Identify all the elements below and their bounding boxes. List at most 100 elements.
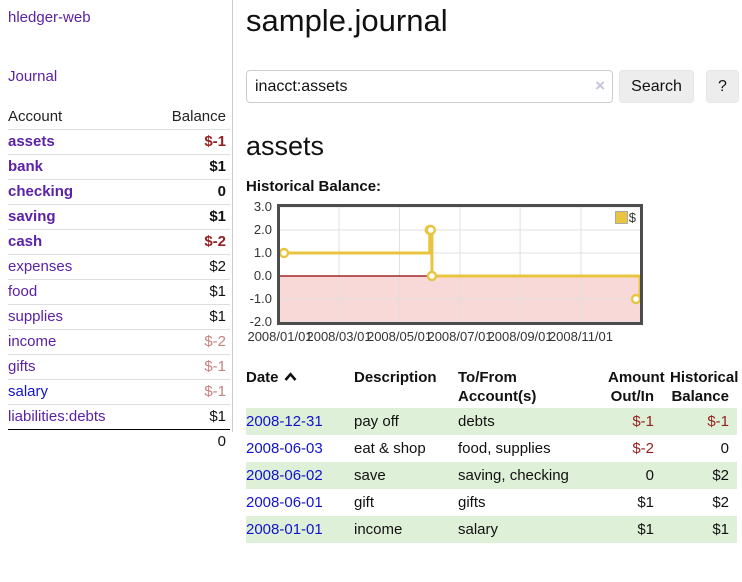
y-tick-label: 2.0 bbox=[253, 222, 272, 237]
account-balance: $1 bbox=[209, 308, 226, 325]
x-tick-label: 2008/09/01 bbox=[487, 329, 553, 344]
search-form: × Search ? bbox=[246, 70, 742, 103]
accounts-header-row: Account Balance bbox=[8, 105, 230, 130]
register-header-row: Date Description To/From Account(s) Amou… bbox=[246, 366, 738, 408]
register-date-link[interactable]: 2008-01-01 bbox=[246, 521, 323, 538]
register-description: save bbox=[346, 462, 450, 489]
register-balance: $2 bbox=[712, 494, 729, 511]
register-row: 2008-12-31 pay off debts $-1 $-1 bbox=[246, 408, 737, 435]
account-balance: $-2 bbox=[204, 333, 226, 350]
accounts-table: Account Balance assets $-1 bank $1 checking 0… bbox=[8, 105, 230, 454]
account-balance: $1 bbox=[209, 158, 226, 175]
account-row: liabilities:debts $1 bbox=[8, 404, 230, 430]
register-accounts: gifts bbox=[458, 494, 486, 511]
register-header-date[interactable]: Date bbox=[246, 366, 346, 408]
account-link[interactable]: liabilities:debts bbox=[8, 408, 106, 425]
register-amount: $-2 bbox=[632, 440, 654, 457]
account-link[interactable]: checking bbox=[8, 183, 74, 200]
chart-x-axis: 2008/01/01 2008/03/01 2008/05/01 2008/07/01… bbox=[247, 327, 640, 344]
register-row: 2008-06-01 gift gifts $1 $2 bbox=[246, 489, 737, 516]
search-button[interactable]: Search bbox=[619, 70, 694, 103]
y-tick-label: -2.0 bbox=[249, 314, 272, 329]
register-date-link[interactable]: 2008-06-01 bbox=[246, 494, 323, 511]
register-accounts: saving, checking bbox=[450, 462, 600, 489]
page-title: sample.journal bbox=[246, 3, 448, 38]
account-row: gifts $-1 bbox=[8, 354, 230, 380]
clear-search-icon[interactable]: × bbox=[595, 76, 605, 95]
app-brand-link[interactable]: hledger-web bbox=[8, 9, 91, 26]
account-link[interactable]: bank bbox=[8, 158, 44, 175]
x-tick-label: 2008/07/01 bbox=[427, 329, 493, 344]
account-balance: $-1 bbox=[204, 383, 226, 400]
register-table: Date Description To/From Account(s) Amou… bbox=[246, 366, 738, 543]
register-amount: $1 bbox=[637, 494, 654, 511]
register-date-link[interactable]: 2008-06-03 bbox=[246, 440, 323, 457]
register-amount: $1 bbox=[600, 516, 662, 543]
account-row: expenses $2 bbox=[8, 254, 230, 280]
search-input[interactable] bbox=[246, 70, 613, 103]
account-link[interactable]: gifts bbox=[8, 358, 36, 375]
account-row: salary $-1 bbox=[8, 379, 230, 405]
account-link[interactable]: expenses bbox=[8, 258, 73, 275]
account-row: checking 0 bbox=[8, 179, 230, 205]
accounts-header-balance: Balance bbox=[171, 108, 226, 125]
account-link[interactable]: saving bbox=[8, 208, 56, 225]
register-header-amount: Amount Out/In bbox=[608, 369, 665, 405]
register-header-description: Description bbox=[354, 369, 437, 386]
account-link[interactable]: salary bbox=[8, 383, 49, 400]
register-date-link[interactable]: 2008-12-31 bbox=[246, 413, 323, 430]
register-balance: $1 bbox=[662, 516, 737, 543]
account-balance: $2 bbox=[209, 258, 226, 275]
register-description: pay off bbox=[346, 408, 450, 435]
main-content: sample.journal × Search ? assets Histori… bbox=[246, 0, 742, 543]
account-balance: $1 bbox=[209, 208, 226, 225]
account-heading: assets bbox=[246, 131, 325, 161]
accounts-header-account: Account bbox=[8, 108, 63, 125]
y-tick-label: 0.0 bbox=[253, 268, 272, 283]
account-balance: $-2 bbox=[204, 233, 226, 250]
register-accounts: debts bbox=[450, 408, 600, 435]
account-link[interactable]: income bbox=[8, 333, 57, 350]
account-link[interactable]: cash bbox=[8, 233, 43, 250]
register-row: 2008-06-03 eat & shop food, supplies $-2 0 bbox=[246, 435, 737, 462]
register-date-link[interactable]: 2008-06-02 bbox=[246, 467, 323, 484]
register-row: 2008-06-02 save saving, checking 0 $2 bbox=[246, 462, 737, 489]
sidebar: hledger-web Journal Account Balance asse… bbox=[0, 0, 233, 449]
x-tick-label: 2008/05/01 bbox=[366, 329, 433, 344]
register-accounts: salary bbox=[450, 516, 600, 543]
x-tick-label: 2008/03/01 bbox=[306, 329, 372, 344]
account-balance: $1 bbox=[209, 408, 226, 425]
accounts-total-row: 0 bbox=[8, 429, 230, 455]
chart-canvas bbox=[280, 207, 640, 322]
legend-swatch-icon bbox=[614, 211, 628, 224]
y-tick-label: -1.0 bbox=[249, 291, 272, 306]
account-link[interactable]: assets bbox=[8, 133, 55, 150]
account-link[interactable]: food bbox=[8, 283, 38, 300]
y-tick-label: 3.0 bbox=[253, 199, 272, 214]
account-balance: $-1 bbox=[204, 358, 226, 375]
x-tick-label: 2008/11/01 bbox=[548, 329, 614, 344]
register-accounts: food, supplies bbox=[458, 440, 551, 457]
account-row: cash $-2 bbox=[8, 229, 230, 255]
account-link[interactable]: supplies bbox=[8, 308, 64, 325]
x-tick-label: 2008/01/01 bbox=[247, 329, 313, 344]
register-description: income bbox=[346, 516, 450, 543]
legend-label: $ bbox=[628, 210, 636, 225]
chart-legend: $ bbox=[614, 210, 636, 225]
accounts-total-value: 0 bbox=[217, 433, 226, 450]
account-row: bank $1 bbox=[8, 154, 230, 180]
register-balance: $-1 bbox=[662, 408, 737, 435]
sidebar-item-journal[interactable]: Journal bbox=[8, 68, 58, 85]
register-description: gift bbox=[354, 494, 375, 511]
account-row: supplies $1 bbox=[8, 304, 230, 330]
register-amount: 0 bbox=[600, 462, 662, 489]
chart-y-axis: 3.0 2.0 1.0 0.0 -1.0 -2.0 bbox=[246, 199, 272, 329]
chevron-up-icon bbox=[284, 368, 297, 387]
register-balance: 0 bbox=[720, 440, 729, 457]
account-balance: $-1 bbox=[204, 133, 226, 150]
register-amount: $-1 bbox=[600, 408, 662, 435]
y-tick-label: 1.0 bbox=[253, 245, 272, 260]
account-row: assets $-1 bbox=[8, 129, 230, 155]
help-button[interactable]: ? bbox=[706, 70, 739, 103]
chart-plot-area: $ bbox=[277, 204, 643, 325]
